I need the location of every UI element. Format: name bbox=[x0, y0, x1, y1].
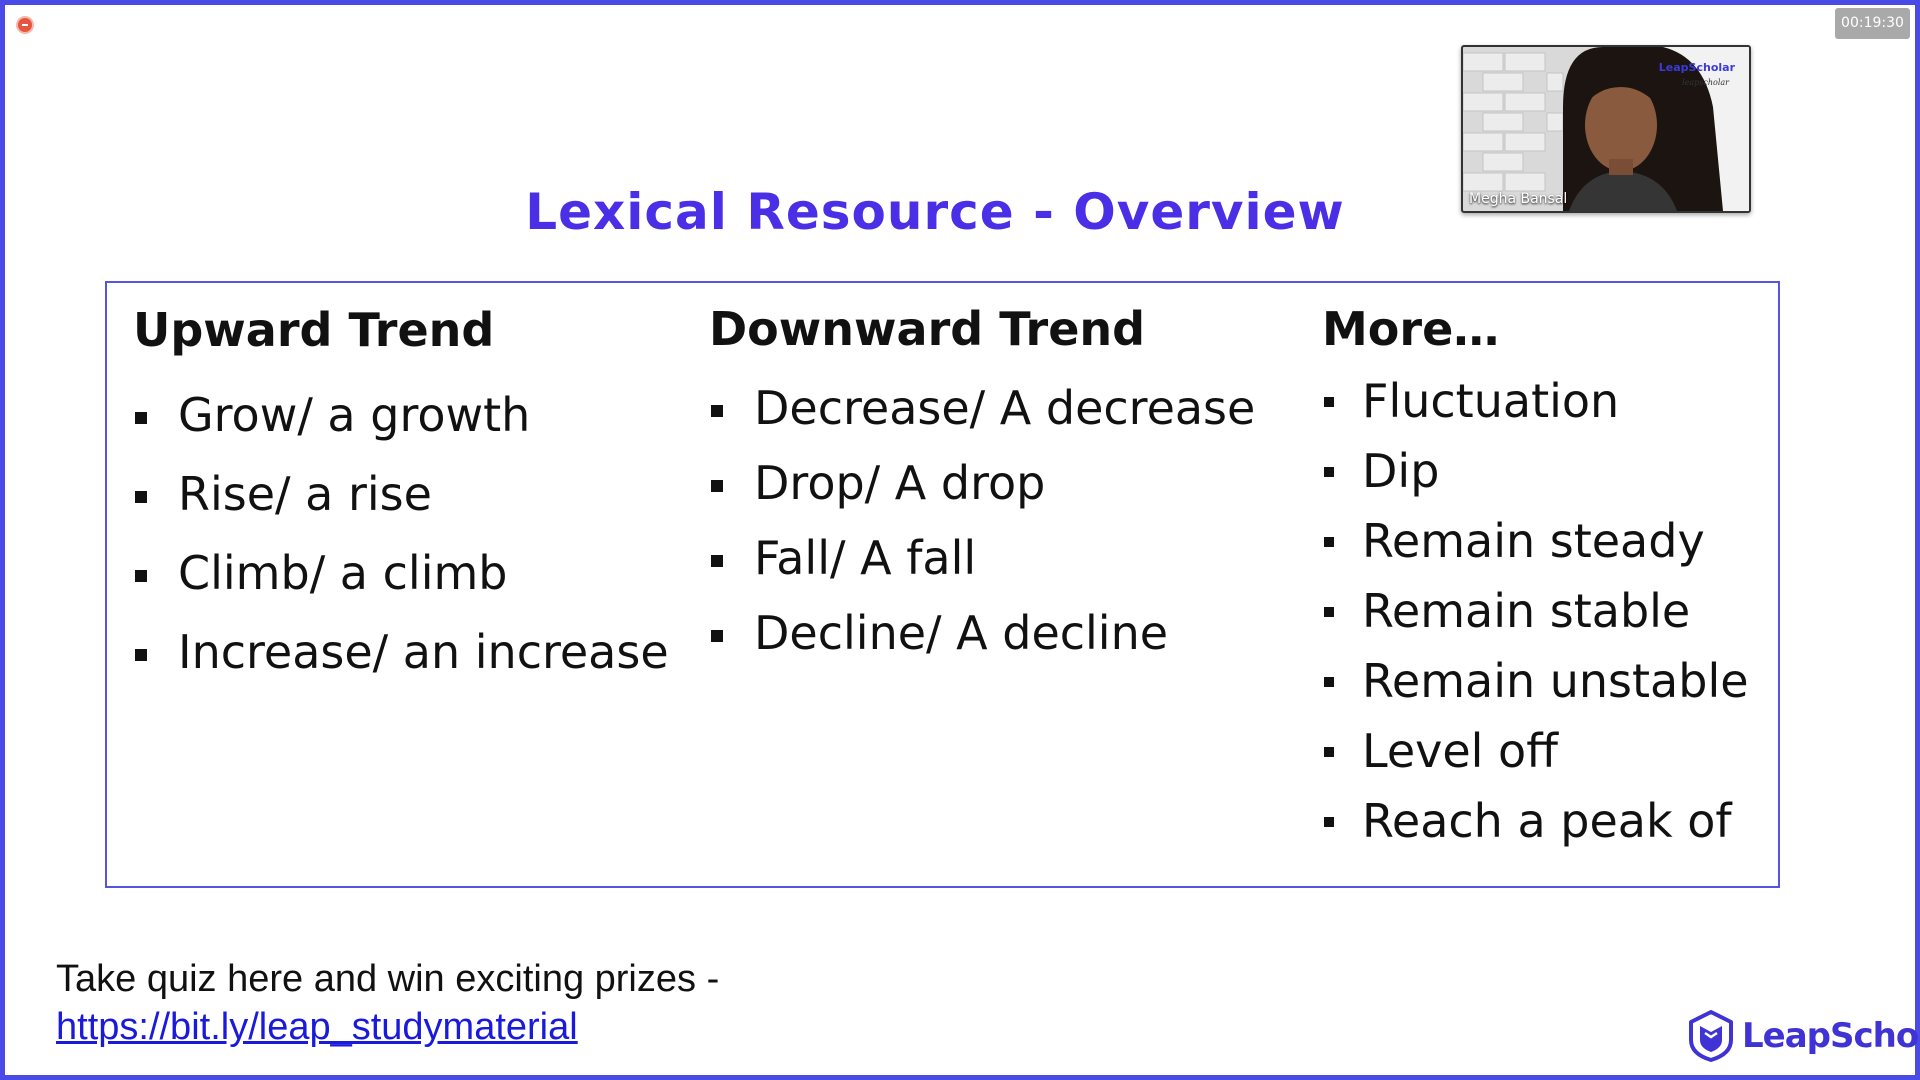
slide-title: Lexical Resource - Overview bbox=[525, 183, 1345, 241]
list-item: Decline/ A decline bbox=[709, 596, 1255, 671]
brand-logo: LeapScholar bbox=[1688, 1010, 1920, 1062]
term-list: Fluctuation Dip Remain steady Remain sta… bbox=[1322, 366, 1749, 856]
list-item: Level off bbox=[1322, 716, 1749, 786]
column-heading: Upward Trend bbox=[133, 303, 495, 357]
column-downward-trend: Downward Trend Decrease/ A decrease Drop… bbox=[709, 301, 1255, 671]
content-box bbox=[105, 281, 1780, 888]
list-item: Remain unstable bbox=[1322, 646, 1749, 716]
recording-timer: 00:19:30 bbox=[1835, 8, 1910, 39]
list-item: Grow/ a growth bbox=[133, 376, 669, 455]
video-feed-image bbox=[1463, 47, 1749, 211]
term-list: Decrease/ A decrease Drop/ A drop Fall/ … bbox=[709, 371, 1255, 671]
list-item: Fluctuation bbox=[1322, 366, 1749, 436]
list-item: Reach a peak of bbox=[1322, 786, 1749, 856]
list-item: Climb/ a climb bbox=[133, 534, 669, 613]
brand-name: LeapScholar bbox=[1742, 1016, 1920, 1056]
recording-dot-icon[interactable] bbox=[18, 18, 32, 32]
quiz-link[interactable]: https://bit.ly/leap_studymaterial bbox=[56, 1006, 578, 1048]
list-item: Increase/ an increase bbox=[133, 613, 669, 692]
term-list: Grow/ a growth Rise/ a rise Climb/ a cli… bbox=[133, 376, 669, 692]
participant-name: Megha Bansal bbox=[1469, 191, 1568, 207]
list-item: Remain stable bbox=[1322, 576, 1749, 646]
column-more: More… Fluctuation Dip Remain steady Rema… bbox=[1322, 301, 1749, 856]
video-background-logo-sub: leapscholar bbox=[1682, 78, 1729, 87]
list-item: Dip bbox=[1322, 436, 1749, 506]
leapscholar-shield-logo-icon bbox=[1689, 1010, 1733, 1062]
list-item: Fall/ A fall bbox=[709, 521, 1255, 596]
video-background-logo: LeapScholar bbox=[1658, 61, 1735, 74]
column-heading: Downward Trend bbox=[709, 302, 1146, 356]
column-heading: More… bbox=[1322, 302, 1500, 356]
quiz-text: Take quiz here and win exciting prizes - bbox=[56, 958, 720, 1000]
column-upward-trend: Upward Trend Grow/ a growth Rise/ a rise… bbox=[133, 302, 669, 692]
list-item: Drop/ A drop bbox=[709, 446, 1255, 521]
list-item: Remain steady bbox=[1322, 506, 1749, 576]
list-item: Rise/ a rise bbox=[133, 455, 669, 534]
list-item: Decrease/ A decrease bbox=[709, 371, 1255, 446]
participant-video-tile[interactable]: LeapScholar leapscholar Megha Bansal bbox=[1461, 45, 1751, 213]
